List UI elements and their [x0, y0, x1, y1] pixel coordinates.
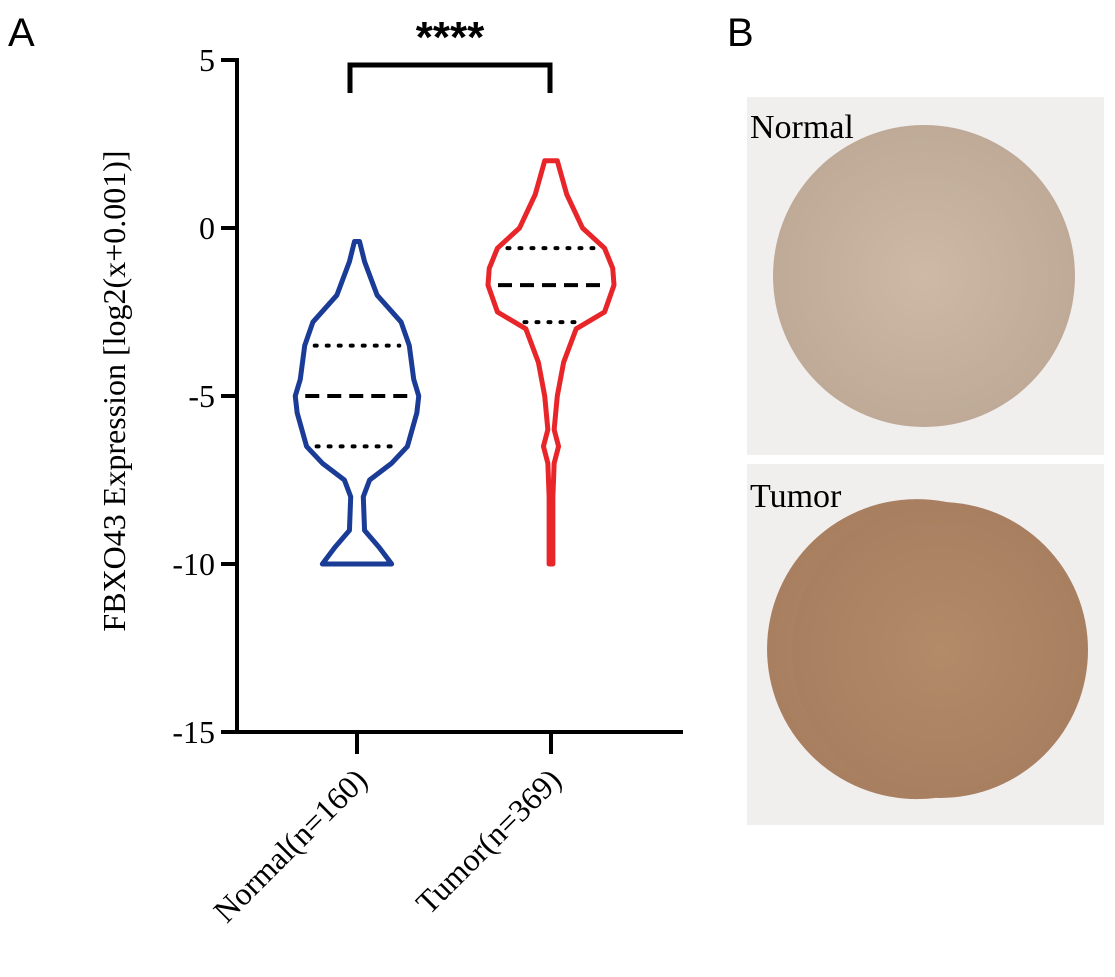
x-tick-label: Normal(n=160) — [206, 761, 374, 929]
violin — [292, 238, 422, 567]
panel-label: A — [8, 11, 35, 55]
y-tick-label: -10 — [172, 546, 215, 582]
violin-chart: -15 -10 -5 0 5 FBXO43 Expression [log2(x+0.00… — [96, 13, 683, 929]
image-label: Normal — [750, 109, 854, 146]
violin — [485, 158, 617, 567]
significance-label: **** — [416, 13, 485, 62]
y-tick-label: -15 — [172, 714, 215, 750]
y-tick-label: 5 — [199, 42, 215, 78]
tissue-core — [773, 125, 1075, 427]
panel-label: B — [727, 11, 754, 55]
y-tick-label: 0 — [199, 210, 215, 246]
y-axis-title: FBXO43 Expression [log2(x+0.001)] — [96, 150, 132, 631]
significance-bracket — [347, 62, 553, 93]
tissue-core — [792, 502, 1088, 798]
x-tick-label: Tumor(n=369) — [409, 761, 568, 920]
image-label: Tumor — [750, 478, 842, 515]
y-tick-label: -5 — [188, 378, 215, 414]
